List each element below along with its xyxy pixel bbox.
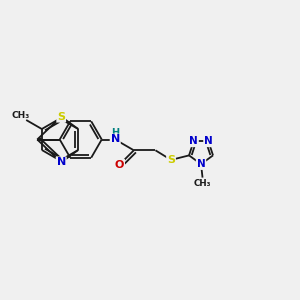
Text: N: N [111, 134, 120, 145]
Text: N: N [57, 157, 66, 167]
Text: H: H [111, 128, 119, 138]
Text: N: N [204, 136, 213, 146]
Text: N: N [197, 159, 206, 169]
Text: O: O [115, 160, 124, 170]
Text: N: N [189, 136, 198, 146]
Text: CH₃: CH₃ [12, 111, 30, 120]
Text: S: S [57, 112, 65, 122]
Text: S: S [167, 155, 175, 165]
Text: CH₃: CH₃ [194, 178, 211, 188]
